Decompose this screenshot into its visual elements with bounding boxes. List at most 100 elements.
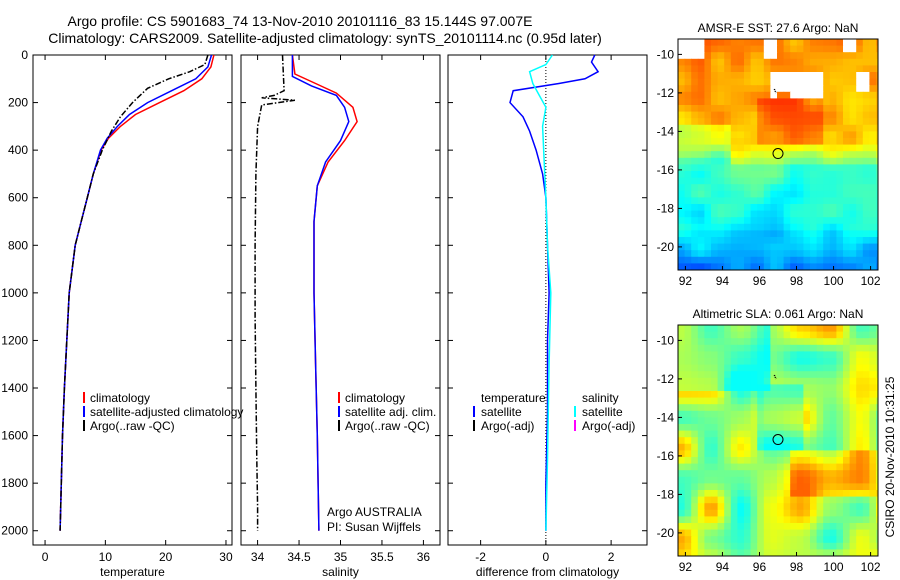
sst-map-grid-cell xyxy=(790,164,798,172)
sst-map-grid-cell xyxy=(678,72,686,80)
salinity-x-tick-label: 35 xyxy=(334,550,348,564)
sst-map-grid-cell xyxy=(777,164,785,172)
sla-map-grid-cell xyxy=(849,503,857,511)
sst-map-grid-cell xyxy=(816,85,824,93)
sla-map-grid-cell xyxy=(816,391,824,399)
figure-title-line1: Argo profile: CS 5901683_74 13-Nov-2010 … xyxy=(68,13,533,29)
sla-map-grid-cell xyxy=(737,397,745,405)
sla-map-grid-cell xyxy=(770,483,778,491)
sst-map-grid-cell xyxy=(829,72,837,80)
sst-map-grid-cell xyxy=(869,85,877,93)
sst-map-grid-cell xyxy=(869,39,877,47)
sla-map-grid-cell xyxy=(770,377,778,385)
sla-map-grid-cell xyxy=(856,516,864,524)
sst-map-grid-cell xyxy=(843,124,851,132)
sst-map-x-tick-label: 94 xyxy=(716,274,730,288)
sst-map-grid-cell xyxy=(876,190,878,198)
sla-map-grid-cell xyxy=(876,424,878,432)
sst-map-grid-cell xyxy=(704,58,712,66)
sla-map-grid-cell xyxy=(810,430,818,438)
sst-map-grid-cell xyxy=(724,105,732,113)
sla-map-grid-cell xyxy=(750,430,758,438)
sla-map-grid-cell xyxy=(849,509,857,517)
sla-map-grid-cell xyxy=(869,358,877,366)
sst-map-grid-cell xyxy=(856,263,864,270)
sla-map-grid-cell xyxy=(684,523,692,531)
sst-map-grid-cell xyxy=(717,197,725,205)
sla-map-grid-cell xyxy=(763,437,771,445)
sla-map-grid-cell xyxy=(711,371,719,379)
sst-map-grid-cell xyxy=(823,243,831,251)
sla-map-grid-cell xyxy=(757,384,765,392)
sst-map-grid-cell xyxy=(856,151,864,159)
sla-map-grid-cell xyxy=(717,437,725,445)
sla-map-grid-cell xyxy=(697,351,705,359)
sla-map-grid-cell xyxy=(704,450,712,458)
sst-map-grid-cell xyxy=(790,45,798,53)
sla-map-grid-cell xyxy=(783,463,791,471)
sst-map-grid-cell xyxy=(849,105,857,113)
sst-map-grid-cell xyxy=(856,230,864,238)
sla-map-grid-cell xyxy=(823,391,831,399)
sst-map-grid-cell xyxy=(836,111,844,119)
sst-map-grid-cell xyxy=(750,171,758,179)
sst-map-grid-cell xyxy=(737,138,745,146)
sla-map-grid-cell xyxy=(711,397,719,405)
sst-map-grid-cell xyxy=(717,52,725,60)
sla-map-grid-cell xyxy=(843,516,851,524)
sla-map-grid-cell xyxy=(717,338,725,346)
sst-map-grid-cell xyxy=(678,39,686,47)
sst-map-grid-cell xyxy=(737,223,745,231)
sla-map-grid-cell xyxy=(711,443,719,451)
sst-map-grid-cell xyxy=(704,171,712,179)
sla-map-grid-cell xyxy=(796,344,804,352)
sla-map-grid-cell xyxy=(803,325,811,333)
sst-map-grid-cell xyxy=(862,250,870,258)
sla-map-grid-cell xyxy=(691,483,699,491)
sla-map-grid-cell xyxy=(836,523,844,531)
sla-map-grid-cell xyxy=(730,331,738,339)
sla-map-grid-cell xyxy=(737,523,745,531)
temperature-x-axis-label: temperature xyxy=(100,565,165,579)
sst-map-grid-cell xyxy=(796,124,804,132)
sla-map-grid-cell xyxy=(783,470,791,478)
sla-map-grid-cell xyxy=(744,490,752,498)
sst-map-grid-cell xyxy=(836,65,844,73)
sst-map-grid-cell xyxy=(711,39,719,47)
sla-map-grid-cell xyxy=(777,496,785,504)
sla-map-grid-cell xyxy=(770,397,778,405)
sst-map-grid-cell xyxy=(862,52,870,60)
sst-map-grid-cell xyxy=(869,144,877,152)
salinity-axes-frame xyxy=(240,54,441,546)
sst-map-grid-cell xyxy=(763,204,771,212)
sla-map-grid-cell xyxy=(737,450,745,458)
sst-map-grid-cell xyxy=(744,151,752,159)
sst-map-grid-cell xyxy=(876,131,878,139)
sla-map-grid-cell xyxy=(691,410,699,418)
sst-map-grid-cell xyxy=(843,263,851,270)
sst-map-grid-cell xyxy=(770,105,778,113)
sst-map-grid-cell xyxy=(777,131,785,139)
sla-map-grid-cell xyxy=(790,344,798,352)
sst-map-grid-cell xyxy=(862,223,870,231)
sla-map-grid-cell xyxy=(876,529,878,537)
sla-map-grid-cell xyxy=(790,509,798,517)
sla-map-grid-cell xyxy=(816,377,824,385)
sst-map-grid-cell xyxy=(730,72,738,80)
sla-map-grid-cell xyxy=(711,430,719,438)
sst-map-grid-cell xyxy=(796,204,804,212)
sst-map-grid-cell xyxy=(750,204,758,212)
sst-map-grid-cell xyxy=(757,164,765,172)
sla-map-grid-cell xyxy=(836,476,844,484)
sst-map-grid-cell xyxy=(737,118,745,126)
sst-map-grid-cell xyxy=(836,197,844,205)
sst-map-grid-cell xyxy=(737,105,745,113)
sst-map-grid-cell xyxy=(823,105,831,113)
sla-map-grid-cell xyxy=(783,384,791,392)
sla-map-grid-cell xyxy=(810,470,818,478)
sla-map-grid-cell xyxy=(810,503,818,511)
sst-map-grid-cell xyxy=(823,177,831,185)
sst-map-grid-cell xyxy=(691,98,699,106)
sla-map-grid-cell xyxy=(869,542,877,550)
sst-map-grid-cell xyxy=(763,72,771,80)
